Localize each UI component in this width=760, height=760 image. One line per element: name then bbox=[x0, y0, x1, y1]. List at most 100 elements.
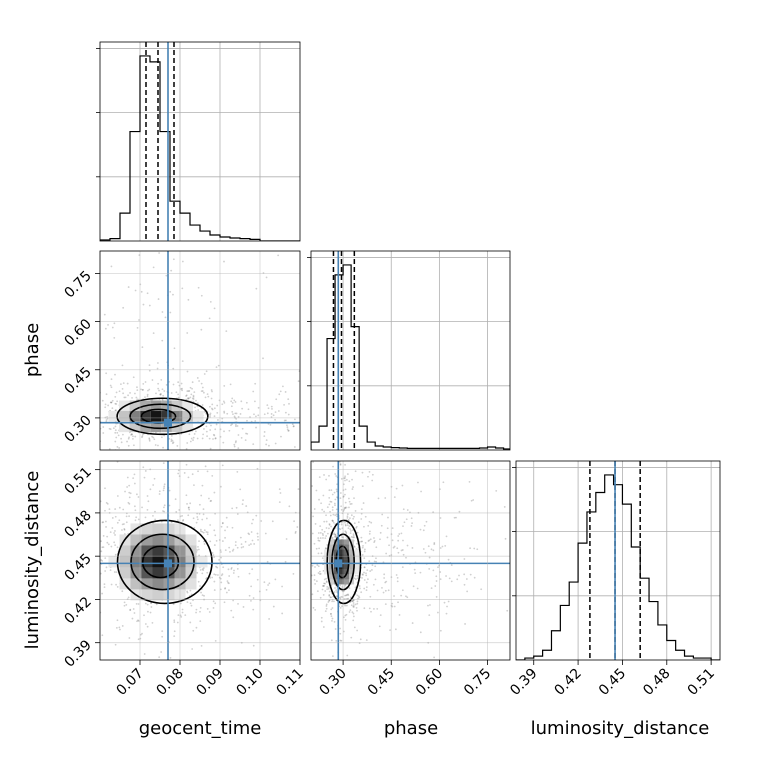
sample-point bbox=[353, 522, 356, 525]
sample-point bbox=[104, 509, 106, 512]
sample-point bbox=[174, 498, 177, 501]
sample-point bbox=[161, 635, 164, 638]
sample-point bbox=[173, 619, 176, 622]
sample-point bbox=[363, 548, 366, 551]
sample-point bbox=[417, 481, 419, 484]
density-cell bbox=[338, 579, 344, 585]
sample-point bbox=[286, 424, 288, 427]
sample-point bbox=[68, 327, 70, 329]
sample-point bbox=[236, 470, 239, 473]
sample-point bbox=[132, 437, 134, 440]
density-cell bbox=[141, 523, 153, 535]
density-cell bbox=[161, 400, 172, 412]
sample-point bbox=[159, 393, 162, 396]
sample-point bbox=[322, 585, 324, 587]
sample-point bbox=[247, 408, 250, 411]
density-cell bbox=[343, 554, 349, 560]
sample-point bbox=[309, 529, 311, 531]
sample-point bbox=[122, 392, 125, 395]
sample-point bbox=[188, 506, 190, 509]
sample-point bbox=[191, 397, 194, 400]
sample-point bbox=[328, 496, 331, 499]
sample-point bbox=[170, 392, 173, 394]
sample-point bbox=[400, 532, 403, 535]
sample-point bbox=[98, 478, 100, 480]
sample-point bbox=[109, 384, 112, 387]
sample-point bbox=[198, 512, 201, 515]
sample-point bbox=[361, 471, 364, 474]
sample-point bbox=[196, 516, 199, 518]
density-cell bbox=[192, 411, 204, 422]
sample-point bbox=[202, 567, 205, 570]
sample-point bbox=[233, 415, 236, 418]
sample-point bbox=[313, 542, 316, 545]
sample-point bbox=[116, 431, 119, 434]
sample-point bbox=[186, 332, 189, 334]
sample-point bbox=[135, 602, 138, 605]
sample-point bbox=[49, 530, 51, 532]
sample-point bbox=[168, 504, 171, 507]
sample-point bbox=[131, 617, 134, 620]
sample-point bbox=[142, 388, 144, 391]
sample-point bbox=[223, 260, 225, 263]
sample-point bbox=[252, 644, 255, 647]
sample-point bbox=[90, 412, 92, 414]
sample-point bbox=[244, 540, 247, 543]
sample-point bbox=[391, 527, 394, 530]
sample-point bbox=[254, 400, 256, 403]
sample-point bbox=[105, 419, 108, 422]
sample-point bbox=[109, 569, 112, 572]
sample-point bbox=[340, 639, 343, 642]
sample-point bbox=[354, 510, 357, 512]
sample-point bbox=[354, 603, 357, 606]
sample-point bbox=[402, 539, 404, 542]
sample-point bbox=[123, 604, 126, 607]
sample-point bbox=[328, 524, 331, 526]
sample-point bbox=[93, 594, 95, 596]
sample-point bbox=[321, 661, 323, 663]
sample-point bbox=[162, 462, 165, 465]
sample-point bbox=[372, 597, 374, 599]
sample-point bbox=[351, 478, 353, 481]
sample-point bbox=[182, 519, 185, 521]
density-cell bbox=[343, 574, 349, 580]
sample-point bbox=[110, 401, 113, 404]
sample-point bbox=[245, 432, 247, 435]
sample-point bbox=[147, 500, 150, 503]
sample-point bbox=[118, 506, 121, 509]
sample-point bbox=[413, 568, 416, 571]
density-cell bbox=[328, 569, 334, 575]
sample-point bbox=[323, 582, 325, 585]
density-cell bbox=[152, 523, 164, 535]
sample-point bbox=[165, 384, 168, 386]
sample-point bbox=[379, 588, 381, 590]
sample-point bbox=[352, 401, 354, 403]
sample-point bbox=[100, 572, 102, 575]
sample-point bbox=[379, 531, 382, 534]
sample-point bbox=[61, 584, 63, 586]
density-cell bbox=[150, 400, 162, 412]
sample-point bbox=[356, 602, 359, 605]
sample-point bbox=[382, 591, 385, 594]
sample-point bbox=[181, 608, 184, 611]
xtick-label-luminosity_distance: 0.45 bbox=[596, 666, 629, 699]
sample-point bbox=[116, 546, 119, 549]
sample-point bbox=[221, 403, 224, 406]
sample-point bbox=[187, 451, 189, 453]
sample-point bbox=[170, 434, 173, 437]
sample-point bbox=[128, 491, 131, 494]
sample-point bbox=[89, 431, 91, 433]
sample-point bbox=[187, 514, 190, 517]
sample-point bbox=[331, 506, 334, 509]
sample-point bbox=[157, 444, 159, 447]
panel-frame bbox=[310, 460, 511, 661]
sample-point bbox=[201, 572, 204, 575]
sample-point bbox=[343, 584, 346, 587]
sample-point bbox=[210, 499, 213, 502]
sample-point bbox=[351, 611, 354, 614]
sample-point bbox=[322, 585, 325, 587]
sample-point bbox=[320, 616, 323, 619]
sample-point bbox=[308, 586, 310, 588]
sample-point bbox=[323, 578, 326, 581]
sample-point bbox=[105, 501, 108, 504]
